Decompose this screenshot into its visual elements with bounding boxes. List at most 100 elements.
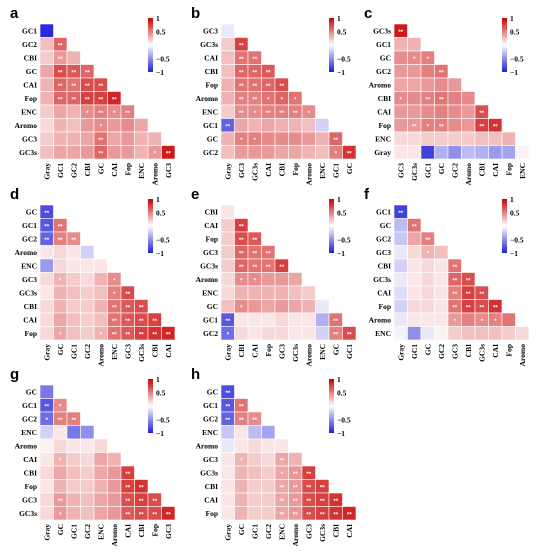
heatmap-cell bbox=[315, 131, 330, 146]
significance-mark: ** bbox=[125, 472, 130, 478]
row-label: GC3 bbox=[22, 495, 37, 504]
significance-mark: ** bbox=[239, 84, 244, 90]
heatmap-cell bbox=[107, 492, 122, 507]
significance-mark: ** bbox=[252, 70, 257, 76]
heatmap-cell bbox=[80, 272, 95, 287]
col-label: ENC bbox=[518, 163, 527, 179]
heatmap-cell bbox=[93, 506, 108, 521]
significance-mark: ** bbox=[112, 97, 117, 103]
heatmap-cell bbox=[161, 506, 176, 521]
colorbar-tick: −0.5 bbox=[510, 55, 524, 64]
col-label: CAI bbox=[491, 163, 500, 177]
heatmap-cell bbox=[420, 285, 435, 300]
heatmap-cell bbox=[234, 425, 249, 440]
heatmap-cell bbox=[247, 145, 262, 160]
col-label: GC bbox=[56, 344, 65, 355]
heatmap-cell bbox=[39, 285, 54, 300]
heatmap-cell bbox=[93, 258, 108, 273]
panel-label: b bbox=[191, 5, 200, 22]
significance-mark: * bbox=[254, 111, 257, 117]
col-label: Aromo bbox=[518, 344, 527, 367]
col-label: Fop bbox=[504, 163, 513, 176]
heatmap-cell bbox=[247, 506, 262, 521]
heatmap-cell bbox=[53, 131, 68, 146]
col-label: GC3 bbox=[164, 524, 173, 539]
heatmap-cell bbox=[407, 131, 422, 146]
heatmap-cell bbox=[66, 272, 81, 287]
heatmap-cell bbox=[301, 131, 316, 146]
row-label: CBI bbox=[24, 468, 37, 477]
heatmap-cell bbox=[461, 312, 476, 327]
significance-mark: ** bbox=[58, 70, 63, 76]
significance-mark: * bbox=[481, 319, 484, 325]
heatmap-cell bbox=[434, 245, 449, 260]
col-label: GC bbox=[345, 163, 354, 174]
significance-mark: ** bbox=[71, 70, 76, 76]
significance-mark: ** bbox=[279, 458, 284, 464]
significance-mark: ** bbox=[58, 224, 63, 230]
heatmap-cell bbox=[93, 312, 108, 327]
significance-mark: ** bbox=[425, 97, 430, 103]
heatmap-cell bbox=[434, 131, 449, 146]
panel-d: d GC GC1 GC2 Aromo ENC GC3 GC3s CBI CAI Fop Gray GC G… bbox=[10, 186, 176, 366]
heatmap-cell bbox=[234, 312, 249, 327]
heatmap-cell bbox=[234, 479, 249, 494]
row-label: GC2 bbox=[376, 67, 391, 76]
col-label: GC3s bbox=[291, 344, 300, 362]
heatmap-cell bbox=[220, 77, 235, 92]
heatmap-cell bbox=[420, 145, 435, 160]
significance-mark: ** bbox=[71, 238, 76, 244]
significance-mark: ** bbox=[333, 319, 338, 325]
heatmap-cell bbox=[220, 245, 235, 260]
heatmap-cell bbox=[315, 326, 330, 341]
col-label: CBI bbox=[137, 524, 146, 537]
significance-mark: ** bbox=[479, 111, 484, 117]
col-label: GC1 bbox=[69, 524, 78, 539]
significance-mark: ** bbox=[71, 418, 76, 424]
colorbar-tick: 0.5 bbox=[156, 389, 166, 398]
heatmap-cell bbox=[220, 285, 235, 300]
col-label: GC3 bbox=[304, 524, 313, 539]
significance-mark: ** bbox=[306, 512, 311, 518]
heatmap-cell bbox=[261, 452, 276, 467]
significance-mark: * bbox=[240, 458, 243, 464]
heatmap-cell bbox=[107, 131, 122, 146]
heatmap-cell bbox=[393, 118, 408, 133]
row-label: CBI bbox=[378, 94, 391, 103]
row-label: GC2 bbox=[203, 148, 218, 157]
col-label: GC1 bbox=[423, 163, 432, 178]
col-label: Gray bbox=[42, 344, 51, 361]
significance-mark: ** bbox=[58, 238, 63, 244]
heatmap-cell bbox=[80, 312, 95, 327]
row-label: GC2 bbox=[203, 329, 218, 338]
heatmap-cell bbox=[66, 145, 81, 160]
heatmap-cell bbox=[393, 50, 408, 65]
col-label: GC bbox=[331, 344, 340, 355]
heatmap-cell bbox=[220, 492, 235, 507]
col-label: GC3s bbox=[477, 344, 486, 362]
significance-mark: ** bbox=[239, 238, 244, 244]
heatmap-cell bbox=[274, 285, 289, 300]
heatmap-cell bbox=[261, 479, 276, 494]
col-label: Gray bbox=[223, 163, 232, 180]
colorbar-tick: 0.5 bbox=[510, 28, 520, 37]
col-label: GC1 bbox=[250, 524, 259, 539]
heatmap-cell bbox=[288, 272, 303, 287]
significance-mark: ** bbox=[425, 238, 430, 244]
heatmap-cell bbox=[247, 479, 262, 494]
heatmap-cell bbox=[474, 145, 489, 160]
heatmap-cell bbox=[288, 118, 303, 133]
significance-mark: ** bbox=[252, 418, 257, 424]
heatmap-cell bbox=[301, 326, 316, 341]
heatmap-cell bbox=[93, 285, 108, 300]
heatmap-cell bbox=[274, 145, 289, 160]
heatmap-cell bbox=[420, 299, 435, 314]
significance-mark: ** bbox=[279, 485, 284, 491]
row-label: Fop bbox=[24, 94, 37, 103]
row-label: GC3s bbox=[200, 40, 218, 49]
heatmap-cell bbox=[301, 118, 316, 133]
significance-mark: ** bbox=[239, 57, 244, 63]
heatmap-cell bbox=[220, 37, 235, 52]
row-label: Aromo bbox=[15, 441, 38, 450]
